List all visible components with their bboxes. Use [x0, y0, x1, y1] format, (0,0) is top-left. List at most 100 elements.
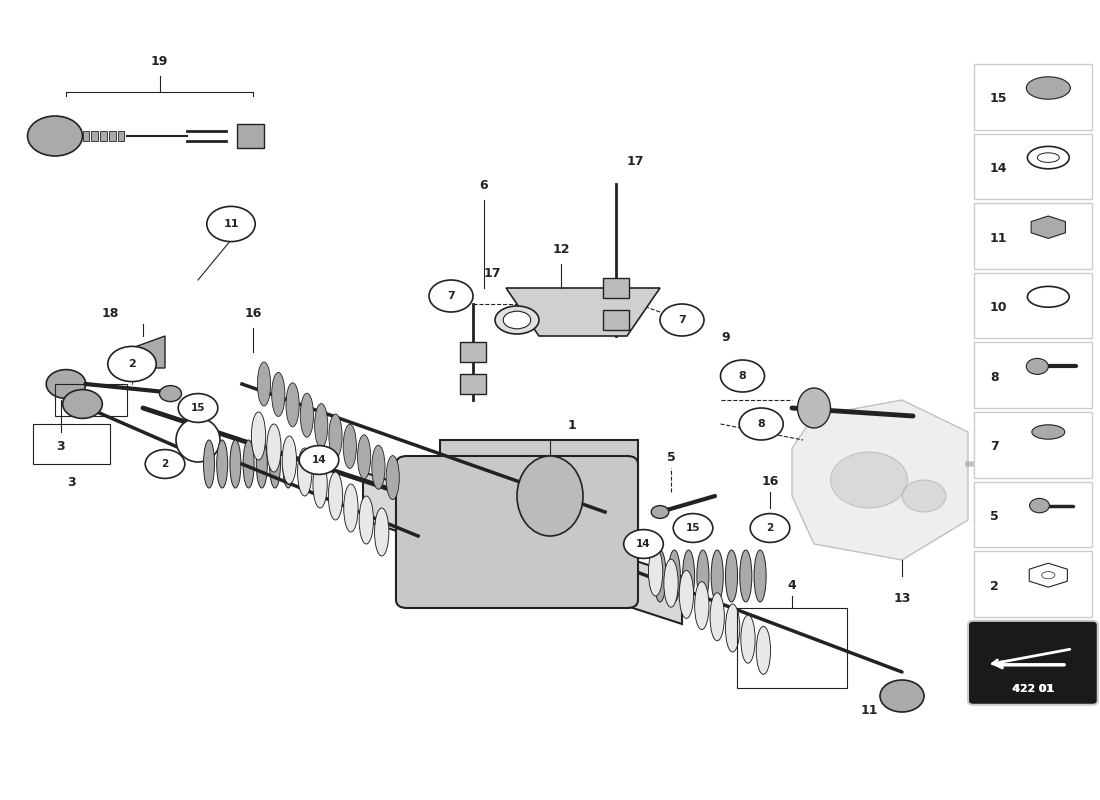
Ellipse shape [1026, 77, 1070, 99]
Bar [82, 131, 89, 141]
Bar [109, 131, 116, 141]
Text: 422 01: 422 01 [1013, 684, 1053, 694]
Circle shape [739, 408, 783, 440]
FancyBboxPatch shape [974, 273, 1092, 338]
FancyBboxPatch shape [974, 342, 1092, 408]
Ellipse shape [256, 440, 267, 488]
Circle shape [160, 386, 182, 402]
Text: 4: 4 [788, 579, 796, 592]
Polygon shape [792, 400, 968, 560]
Text: 2: 2 [990, 579, 999, 593]
Polygon shape [363, 472, 682, 624]
Ellipse shape [266, 424, 280, 472]
Text: 16: 16 [244, 307, 262, 320]
Bar [100, 131, 107, 141]
FancyBboxPatch shape [974, 134, 1092, 199]
Text: 15: 15 [685, 523, 701, 533]
Ellipse shape [740, 615, 755, 663]
Circle shape [880, 680, 924, 712]
Circle shape [624, 530, 663, 558]
Circle shape [660, 304, 704, 336]
Bar [91, 131, 98, 141]
Circle shape [145, 450, 185, 478]
Ellipse shape [270, 440, 280, 488]
Text: 13: 13 [893, 592, 911, 605]
Ellipse shape [695, 582, 710, 630]
Ellipse shape [217, 440, 228, 488]
FancyBboxPatch shape [974, 64, 1092, 130]
Bar [236, 124, 264, 148]
Ellipse shape [297, 448, 312, 496]
Ellipse shape [230, 440, 241, 488]
Bar [118, 131, 124, 141]
Ellipse shape [653, 550, 666, 602]
Text: 14: 14 [311, 455, 327, 465]
Circle shape [720, 360, 764, 392]
FancyBboxPatch shape [974, 412, 1092, 478]
Text: 8: 8 [990, 370, 999, 384]
Text: 11: 11 [860, 704, 878, 717]
Text: 422 01: 422 01 [1012, 684, 1054, 694]
Bar [603, 278, 629, 298]
Circle shape [651, 506, 669, 518]
Ellipse shape [711, 593, 724, 641]
Bar [603, 310, 629, 330]
Ellipse shape [176, 418, 220, 462]
Ellipse shape [204, 440, 214, 488]
Text: 1: 1 [568, 419, 576, 432]
Text: 12: 12 [552, 243, 570, 256]
Text: 17: 17 [627, 155, 645, 168]
Circle shape [429, 280, 473, 312]
Ellipse shape [283, 440, 294, 488]
Circle shape [207, 206, 255, 242]
FancyBboxPatch shape [396, 456, 638, 608]
Circle shape [178, 394, 218, 422]
Polygon shape [121, 336, 165, 368]
Ellipse shape [374, 508, 389, 556]
Ellipse shape [372, 445, 385, 489]
Text: 5: 5 [990, 510, 999, 523]
Text: 3: 3 [56, 440, 65, 453]
Bar [460, 374, 486, 394]
Circle shape [63, 390, 102, 418]
Ellipse shape [798, 388, 830, 428]
Circle shape [108, 346, 156, 382]
Ellipse shape [1027, 286, 1069, 307]
Ellipse shape [712, 550, 724, 602]
Text: 7: 7 [990, 440, 999, 454]
Ellipse shape [1042, 571, 1055, 579]
Text: 19: 19 [151, 55, 168, 68]
Text: 7: 7 [447, 291, 455, 301]
FancyBboxPatch shape [974, 551, 1092, 617]
Ellipse shape [344, 484, 359, 532]
Ellipse shape [1027, 146, 1069, 169]
Polygon shape [506, 288, 660, 336]
Text: 16: 16 [761, 475, 779, 488]
Bar [737, 608, 847, 688]
Ellipse shape [272, 372, 285, 416]
Bar [55, 384, 126, 416]
Ellipse shape [504, 311, 530, 329]
Text: 2: 2 [128, 359, 136, 369]
Ellipse shape [682, 550, 695, 602]
Ellipse shape [725, 604, 739, 652]
Ellipse shape [495, 306, 539, 334]
Text: 9: 9 [722, 331, 730, 344]
Ellipse shape [343, 424, 356, 468]
Ellipse shape [286, 383, 299, 427]
Text: 15: 15 [990, 92, 1008, 106]
Ellipse shape [1032, 425, 1065, 439]
Ellipse shape [757, 626, 770, 674]
Text: 10: 10 [990, 301, 1008, 314]
Ellipse shape [257, 362, 271, 406]
Circle shape [299, 446, 339, 474]
Text: 18: 18 [101, 307, 119, 320]
Polygon shape [1030, 563, 1067, 587]
Circle shape [902, 480, 946, 512]
Ellipse shape [649, 548, 662, 596]
Text: 8: 8 [738, 371, 747, 381]
Ellipse shape [669, 550, 680, 602]
Circle shape [1030, 498, 1049, 513]
Circle shape [46, 370, 86, 398]
Ellipse shape [315, 403, 328, 447]
